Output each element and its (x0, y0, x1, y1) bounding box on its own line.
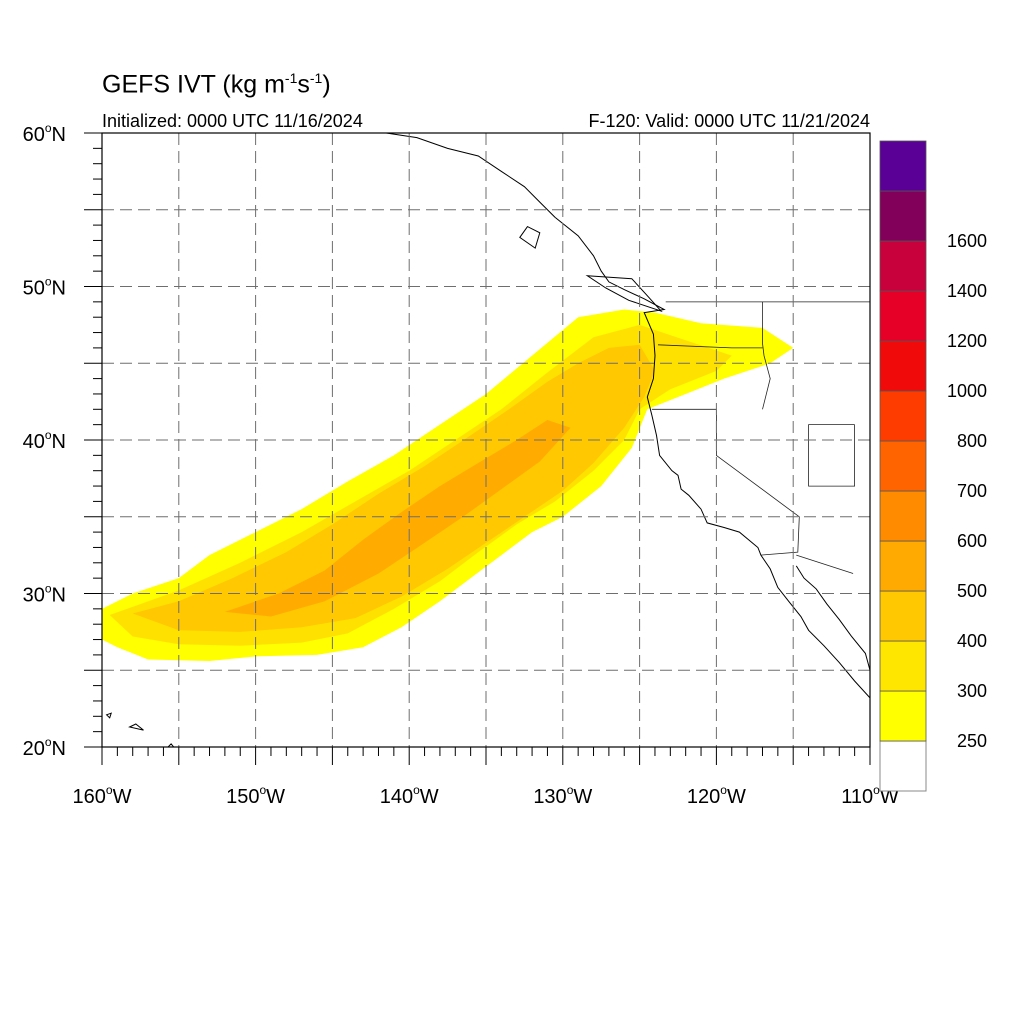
colorbar-swatch-600 (879, 490, 927, 542)
lon-label-160: 160oW (73, 783, 132, 808)
island-4 (585, 275, 663, 313)
colorbar-label-250: 250 (957, 731, 987, 751)
axis-ticks (84, 132, 871, 765)
colorbar-label-400: 400 (957, 631, 987, 651)
border-4 (796, 554, 854, 574)
colorbar-label-1400: 1400 (947, 281, 987, 301)
ivt-band-500 (224, 420, 571, 617)
lon-label-140: 140oW (380, 783, 439, 808)
colorbar-swatch-top (879, 140, 927, 192)
lon-label-120: 120oW (687, 783, 746, 808)
coastline-0 (386, 133, 556, 218)
colorbar-label-1000: 1000 (947, 381, 987, 401)
colorbar-label-800: 800 (957, 431, 987, 451)
border-3 (808, 424, 855, 487)
lat-label-50: 50oN (23, 275, 66, 300)
colorbar-label-700: 700 (957, 481, 987, 501)
colorbar-swatch-700 (879, 440, 927, 492)
colorbar-label-1600: 1600 (947, 231, 987, 251)
colorbar-swatch-800 (879, 390, 927, 442)
colorbar-label-600: 600 (957, 531, 987, 551)
colorbar-swatch-1000 (879, 340, 927, 392)
ivt-colorbar: 250 300 400 500 600 700 800 1000 1200 1400 1600 (879, 140, 987, 792)
axis-labels: 60oN 50oN 40oN 30oN 20oN 160oW 150oW 140oW 130oW… (23, 121, 899, 808)
colorbar-label-500: 500 (957, 581, 987, 601)
colorbar-label-1200: 1200 (947, 331, 987, 351)
colorbar-swatch-250 (879, 690, 927, 742)
colorbar-swatch-1200 (879, 290, 927, 342)
colorbar-swatch-300 (879, 640, 927, 692)
initialized-text: Initialized: 0000 UTC 11/16/2024 (102, 111, 363, 131)
colorbar-swatch-1600 (879, 190, 927, 242)
border-2 (762, 301, 771, 410)
island-2 (105, 712, 112, 719)
lat-lon-grid (102, 133, 870, 747)
colorbar-swatch-500 (879, 540, 927, 592)
island-3 (519, 225, 541, 249)
valid-time-text: F-120: Valid: 0000 UTC 11/21/2024 (588, 111, 870, 131)
colorbar-below-min (879, 740, 927, 792)
colorbar-label-300: 300 (957, 681, 987, 701)
ivt-band-400 (132, 344, 655, 632)
border-5 (657, 344, 763, 349)
border-1 (651, 408, 800, 556)
lat-label-40: 40oN (23, 428, 66, 453)
lat-label-30: 30oN (23, 582, 66, 607)
ivt-shading (102, 309, 794, 661)
lat-label-60: 60oN (23, 121, 66, 146)
colorbar-swatch-400 (879, 590, 927, 642)
lon-label-150: 150oW (226, 783, 285, 808)
island-1 (128, 723, 144, 731)
lon-label-130: 130oW (533, 783, 592, 808)
island-0 (167, 743, 175, 747)
lat-label-20: 20oN (23, 735, 66, 760)
map-title: GEFS IVT (kg m-1s-1) (102, 70, 331, 99)
colorbar-swatch-1400 (879, 240, 927, 292)
coastline-2 (795, 565, 870, 671)
